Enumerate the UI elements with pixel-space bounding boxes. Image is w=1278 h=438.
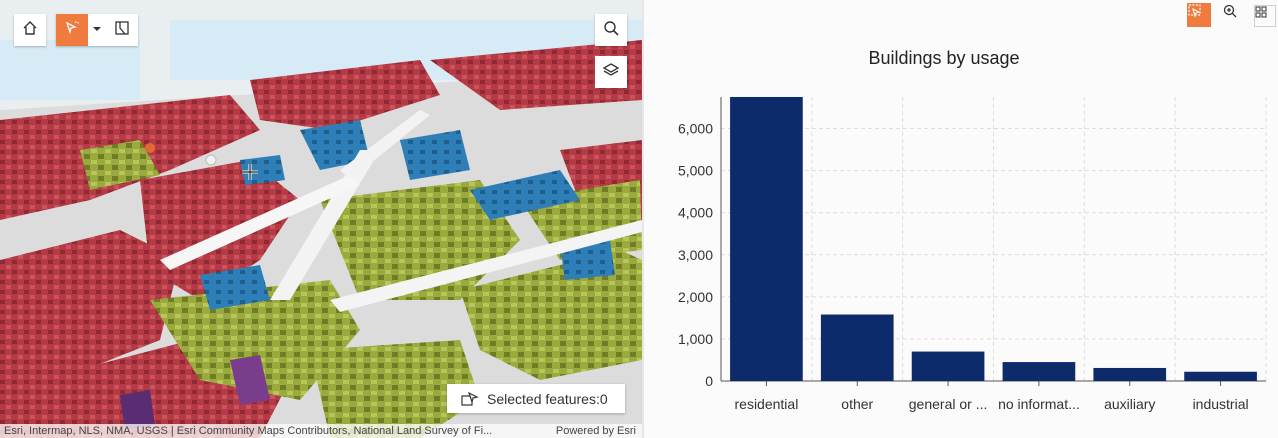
select-dropdown-button[interactable] bbox=[88, 14, 106, 46]
layers-button[interactable] bbox=[595, 56, 627, 88]
selected-features-indicator[interactable]: Selected features: 0 bbox=[447, 384, 625, 413]
y-tick-label: 3,000 bbox=[678, 247, 713, 263]
x-tick-label: industrial bbox=[1193, 396, 1249, 412]
sketch-button[interactable] bbox=[106, 14, 138, 46]
map-view[interactable]: Selected features: 0 Esri, Intermap, NLS,… bbox=[0, 0, 642, 438]
x-tick-label: other bbox=[841, 396, 873, 412]
search-icon bbox=[602, 19, 620, 42]
sketch-icon bbox=[113, 19, 131, 42]
zoom-button[interactable] bbox=[1222, 3, 1246, 27]
selected-features-label: Selected features: bbox=[487, 390, 600, 407]
attribution-text[interactable]: Esri, Intermap, NLS, NMA, USGS | Esri Co… bbox=[4, 425, 493, 437]
select-button[interactable] bbox=[56, 14, 88, 46]
bar-1[interactable] bbox=[820, 314, 894, 381]
y-tick-label: 5,000 bbox=[678, 163, 713, 179]
y-tick-label: 1,000 bbox=[678, 331, 713, 347]
select-toolbar bbox=[56, 14, 138, 46]
select-icon bbox=[63, 19, 81, 42]
y-tick-label: 0 bbox=[705, 373, 713, 389]
bar-0[interactable] bbox=[730, 97, 803, 381]
x-tick-label: general or ... bbox=[909, 396, 988, 412]
selection-icon bbox=[461, 391, 481, 407]
map-attribution: Esri, Intermap, NLS, NMA, USGS | Esri Co… bbox=[0, 424, 642, 438]
layers-icon bbox=[602, 61, 620, 84]
layers-widget bbox=[595, 56, 627, 88]
chart-panel: Buildings by usage 0 1,000 2,000 3,000 4,000… bbox=[642, 0, 1278, 438]
map-scene[interactable] bbox=[0, 0, 642, 438]
x-tick-label: auxiliary bbox=[1104, 396, 1155, 412]
chevron-down-icon bbox=[92, 21, 102, 39]
search-widget bbox=[595, 14, 627, 46]
map-toolbar bbox=[14, 14, 46, 46]
y-tick-label: 6,000 bbox=[678, 121, 713, 137]
bar-5[interactable] bbox=[1184, 371, 1257, 381]
search-button[interactable] bbox=[595, 14, 627, 46]
bar-chart: 0 1,000 2,000 3,000 4,000 5,000 6,000 residenti… bbox=[678, 97, 1267, 412]
grid-button[interactable] bbox=[1254, 5, 1276, 27]
bar-2[interactable] bbox=[911, 351, 985, 381]
x-tick-label: residential bbox=[735, 396, 799, 412]
selection-filter-button[interactable] bbox=[1187, 3, 1211, 27]
home-button[interactable] bbox=[14, 14, 46, 46]
powered-by-esri[interactable]: Powered by Esri bbox=[555, 425, 636, 437]
crosshair-cursor-icon bbox=[241, 163, 259, 186]
bar-3[interactable] bbox=[1002, 362, 1076, 381]
x-tick-label: no informat... bbox=[998, 396, 1080, 412]
y-tick-label: 4,000 bbox=[678, 205, 713, 221]
chart-title: Buildings by usage bbox=[868, 48, 1020, 68]
bar-4[interactable] bbox=[1093, 367, 1167, 381]
selected-features-count: 0 bbox=[599, 390, 608, 407]
home-icon bbox=[21, 19, 39, 42]
y-tick-label: 2,000 bbox=[678, 289, 713, 305]
